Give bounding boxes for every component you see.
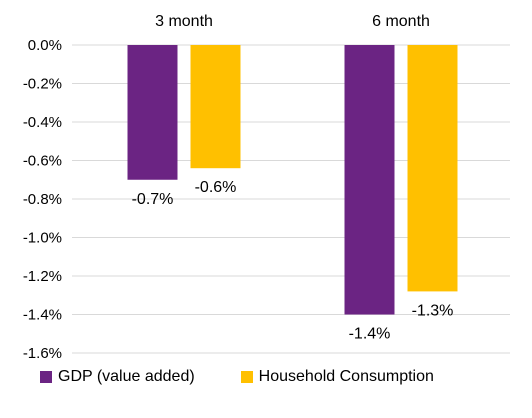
legend: GDP (value added) Household Consumption xyxy=(40,368,434,386)
category-labels: 3 month 6 month xyxy=(155,13,430,30)
y-tick-label: -1.2% xyxy=(23,268,62,285)
data-label: -1.3% xyxy=(412,302,454,319)
bar-gdp-1 xyxy=(344,45,395,315)
data-label: -0.7% xyxy=(132,191,174,208)
y-tick-label: -0.4% xyxy=(23,114,62,131)
bar-gdp-0 xyxy=(127,45,178,180)
y-tick-label: -0.8% xyxy=(23,191,62,208)
category-label: 6 month xyxy=(372,13,430,30)
legend-label-household: Household Consumption xyxy=(258,368,434,385)
data-label: -1.4% xyxy=(349,326,391,343)
bar-household-0 xyxy=(190,45,241,169)
bars xyxy=(127,45,458,315)
data-label: -0.6% xyxy=(195,179,237,196)
legend-item-gdp: GDP (value added) xyxy=(40,368,195,386)
legend-swatch-household xyxy=(240,371,253,383)
y-tick-label: -1.6% xyxy=(23,345,62,362)
data-labels: -0.7% -0.6% -1.4% -1.3% xyxy=(132,179,454,342)
y-tick-label: -0.2% xyxy=(23,76,62,93)
legend-label-gdp: GDP (value added) xyxy=(58,368,195,385)
bar-household-1 xyxy=(407,45,458,292)
y-tick-label: -1.0% xyxy=(23,230,62,247)
y-tick-label: -1.4% xyxy=(23,307,62,324)
y-tick-label: -0.6% xyxy=(23,153,62,170)
legend-swatch-gdp xyxy=(40,371,52,383)
y-tick-label: 0.0% xyxy=(28,37,62,54)
legend-item-household: Household Consumption xyxy=(240,368,434,386)
y-axis-tick-labels: 0.0% -0.2% -0.4% -0.6% -0.8% -1.0% -1.2% -1.4% -… xyxy=(23,37,62,362)
category-label: 3 month xyxy=(155,13,213,30)
